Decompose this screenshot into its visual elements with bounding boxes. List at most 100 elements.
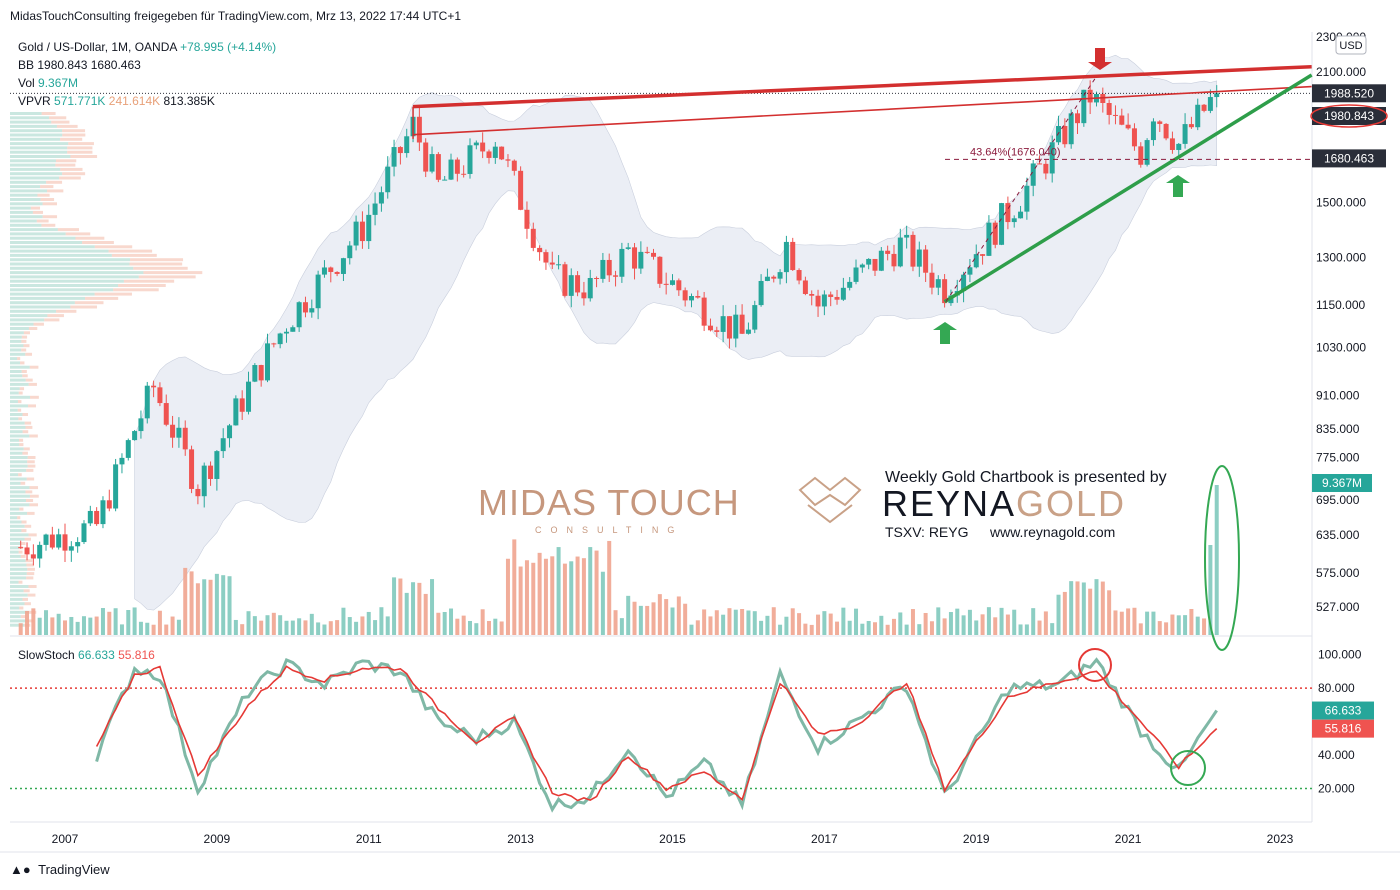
candle-body[interactable] xyxy=(473,142,479,146)
candle-body[interactable] xyxy=(448,159,454,180)
candle-body[interactable] xyxy=(688,296,694,301)
candle-body[interactable] xyxy=(359,221,365,242)
candle-body[interactable] xyxy=(878,250,884,271)
candle-body[interactable] xyxy=(872,258,878,271)
candle-body[interactable] xyxy=(796,270,802,281)
candle-body[interactable] xyxy=(1087,89,1093,103)
candle-body[interactable] xyxy=(929,272,935,288)
candle-body[interactable] xyxy=(783,241,789,273)
candle-body[interactable] xyxy=(745,329,751,334)
candle-body[interactable] xyxy=(802,280,808,294)
candle-body[interactable] xyxy=(733,314,739,339)
candle-body[interactable] xyxy=(208,465,214,479)
candle-body[interactable] xyxy=(1106,102,1112,115)
candle-body[interactable] xyxy=(651,252,657,257)
candle-body[interactable] xyxy=(752,305,758,330)
candle-body[interactable] xyxy=(81,523,87,543)
candle-body[interactable] xyxy=(632,247,638,269)
candle-body[interactable] xyxy=(1138,146,1144,165)
candle-body[interactable] xyxy=(701,297,707,326)
candle-body[interactable] xyxy=(429,154,435,172)
candle-body[interactable] xyxy=(461,173,467,175)
candle-body[interactable] xyxy=(1112,114,1118,116)
candle-body[interactable] xyxy=(119,457,125,465)
candle-body[interactable] xyxy=(587,278,593,299)
tradingview-footer[interactable]: ▲● TradingView xyxy=(10,862,110,877)
candle-body[interactable] xyxy=(992,222,998,245)
candle-body[interactable] xyxy=(663,283,669,285)
candle-body[interactable] xyxy=(467,145,473,174)
candle-body[interactable] xyxy=(726,316,732,339)
candle-body[interactable] xyxy=(30,554,36,559)
candle-body[interactable] xyxy=(283,331,289,334)
candle-body[interactable] xyxy=(100,500,106,525)
candle-body[interactable] xyxy=(486,151,492,158)
candle-body[interactable] xyxy=(271,343,277,345)
candle-body[interactable] xyxy=(1062,125,1068,145)
candle-body[interactable] xyxy=(353,221,359,246)
candle-body[interactable] xyxy=(75,542,81,547)
candle-body[interactable] xyxy=(1144,140,1150,165)
candle-body[interactable] xyxy=(125,440,131,458)
candle-body[interactable] xyxy=(809,293,815,296)
candle-body[interactable] xyxy=(1011,218,1017,223)
candle-body[interactable] xyxy=(556,264,562,266)
candle-body[interactable] xyxy=(492,146,498,158)
candle-body[interactable] xyxy=(106,500,112,509)
candle-body[interactable] xyxy=(1150,121,1156,141)
candle-body[interactable] xyxy=(442,179,448,181)
candle-body[interactable] xyxy=(739,314,745,334)
candle-body[interactable] xyxy=(619,248,625,277)
candle-body[interactable] xyxy=(777,272,783,279)
candle-body[interactable] xyxy=(296,302,302,328)
candle-body[interactable] xyxy=(885,250,891,254)
candle-body[interactable] xyxy=(904,234,910,238)
candle-body[interactable] xyxy=(258,365,264,381)
candle-body[interactable] xyxy=(347,245,353,259)
candle-body[interactable] xyxy=(435,154,441,180)
candle-body[interactable] xyxy=(1195,104,1201,128)
candle-body[interactable] xyxy=(600,259,606,279)
candle-body[interactable] xyxy=(980,254,986,256)
candle-body[interactable] xyxy=(758,280,764,306)
resistance-trendline[interactable] xyxy=(412,64,1312,109)
candle-body[interactable] xyxy=(246,381,252,412)
candle-body[interactable] xyxy=(1005,203,1011,223)
candle-body[interactable] xyxy=(999,203,1005,245)
candle-body[interactable] xyxy=(113,464,119,509)
candle-body[interactable] xyxy=(265,343,270,381)
candle-body[interactable] xyxy=(233,398,239,426)
candle-body[interactable] xyxy=(1075,113,1080,124)
candle-body[interactable] xyxy=(43,534,49,545)
candle-body[interactable] xyxy=(68,546,74,551)
candle-body[interactable] xyxy=(157,387,163,404)
candle-body[interactable] xyxy=(227,425,233,439)
candle-body[interactable] xyxy=(821,294,827,307)
candle-body[interactable] xyxy=(1131,128,1137,147)
candle-body[interactable] xyxy=(847,281,853,288)
candle-body[interactable] xyxy=(828,294,834,297)
candle-body[interactable] xyxy=(613,275,619,277)
candle-body[interactable] xyxy=(1049,142,1055,174)
candle-body[interactable] xyxy=(530,228,536,248)
candle-body[interactable] xyxy=(138,418,144,432)
candle-body[interactable] xyxy=(1018,211,1024,219)
candle-body[interactable] xyxy=(638,251,644,269)
candle-body[interactable] xyxy=(37,544,43,559)
candle-body[interactable] xyxy=(1125,124,1131,129)
candle-body[interactable] xyxy=(1207,97,1213,111)
candle-body[interactable] xyxy=(385,166,391,193)
candle-body[interactable] xyxy=(480,142,486,152)
candle-body[interactable] xyxy=(942,279,948,304)
candle-body[interactable] xyxy=(543,252,549,263)
candle-body[interactable] xyxy=(163,403,169,425)
candle-body[interactable] xyxy=(1201,104,1207,111)
candle-body[interactable] xyxy=(916,249,922,267)
candle-body[interactable] xyxy=(366,214,372,242)
candle-body[interactable] xyxy=(1037,163,1043,165)
candle-body[interactable] xyxy=(378,192,384,204)
candle-body[interactable] xyxy=(1169,138,1175,150)
candle-body[interactable] xyxy=(537,247,543,253)
candle-body[interactable] xyxy=(176,427,182,438)
candle-body[interactable] xyxy=(302,302,308,313)
